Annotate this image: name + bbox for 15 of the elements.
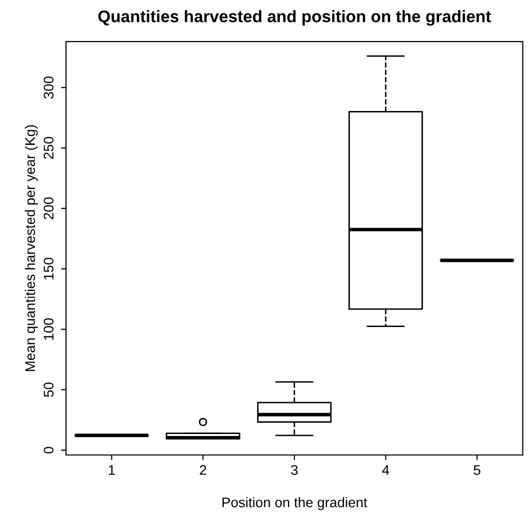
x-tick-label: 2 — [200, 465, 206, 475]
chart-title: Quantities harvested and position on the gradient — [98, 10, 491, 26]
y-tick-label: 50 — [44, 382, 54, 397]
x-tick-label: 4 — [382, 465, 390, 475]
y-tick-label: 300 — [44, 76, 54, 99]
y-tick-label: 250 — [44, 136, 54, 159]
y-tick-label: 0 — [44, 446, 54, 454]
x-axis-title: Position on the gradient — [222, 497, 368, 510]
y-tick-label: 200 — [44, 197, 54, 220]
x-tick-label: 5 — [474, 465, 480, 475]
x-tick-label: 3 — [291, 465, 298, 475]
x-tick-label: 1 — [108, 465, 115, 475]
y-tick-label: 150 — [44, 258, 54, 280]
y-axis-title: Mean quantities harvested per year (Kg) — [24, 125, 38, 372]
y-tick-label: 100 — [44, 318, 54, 340]
